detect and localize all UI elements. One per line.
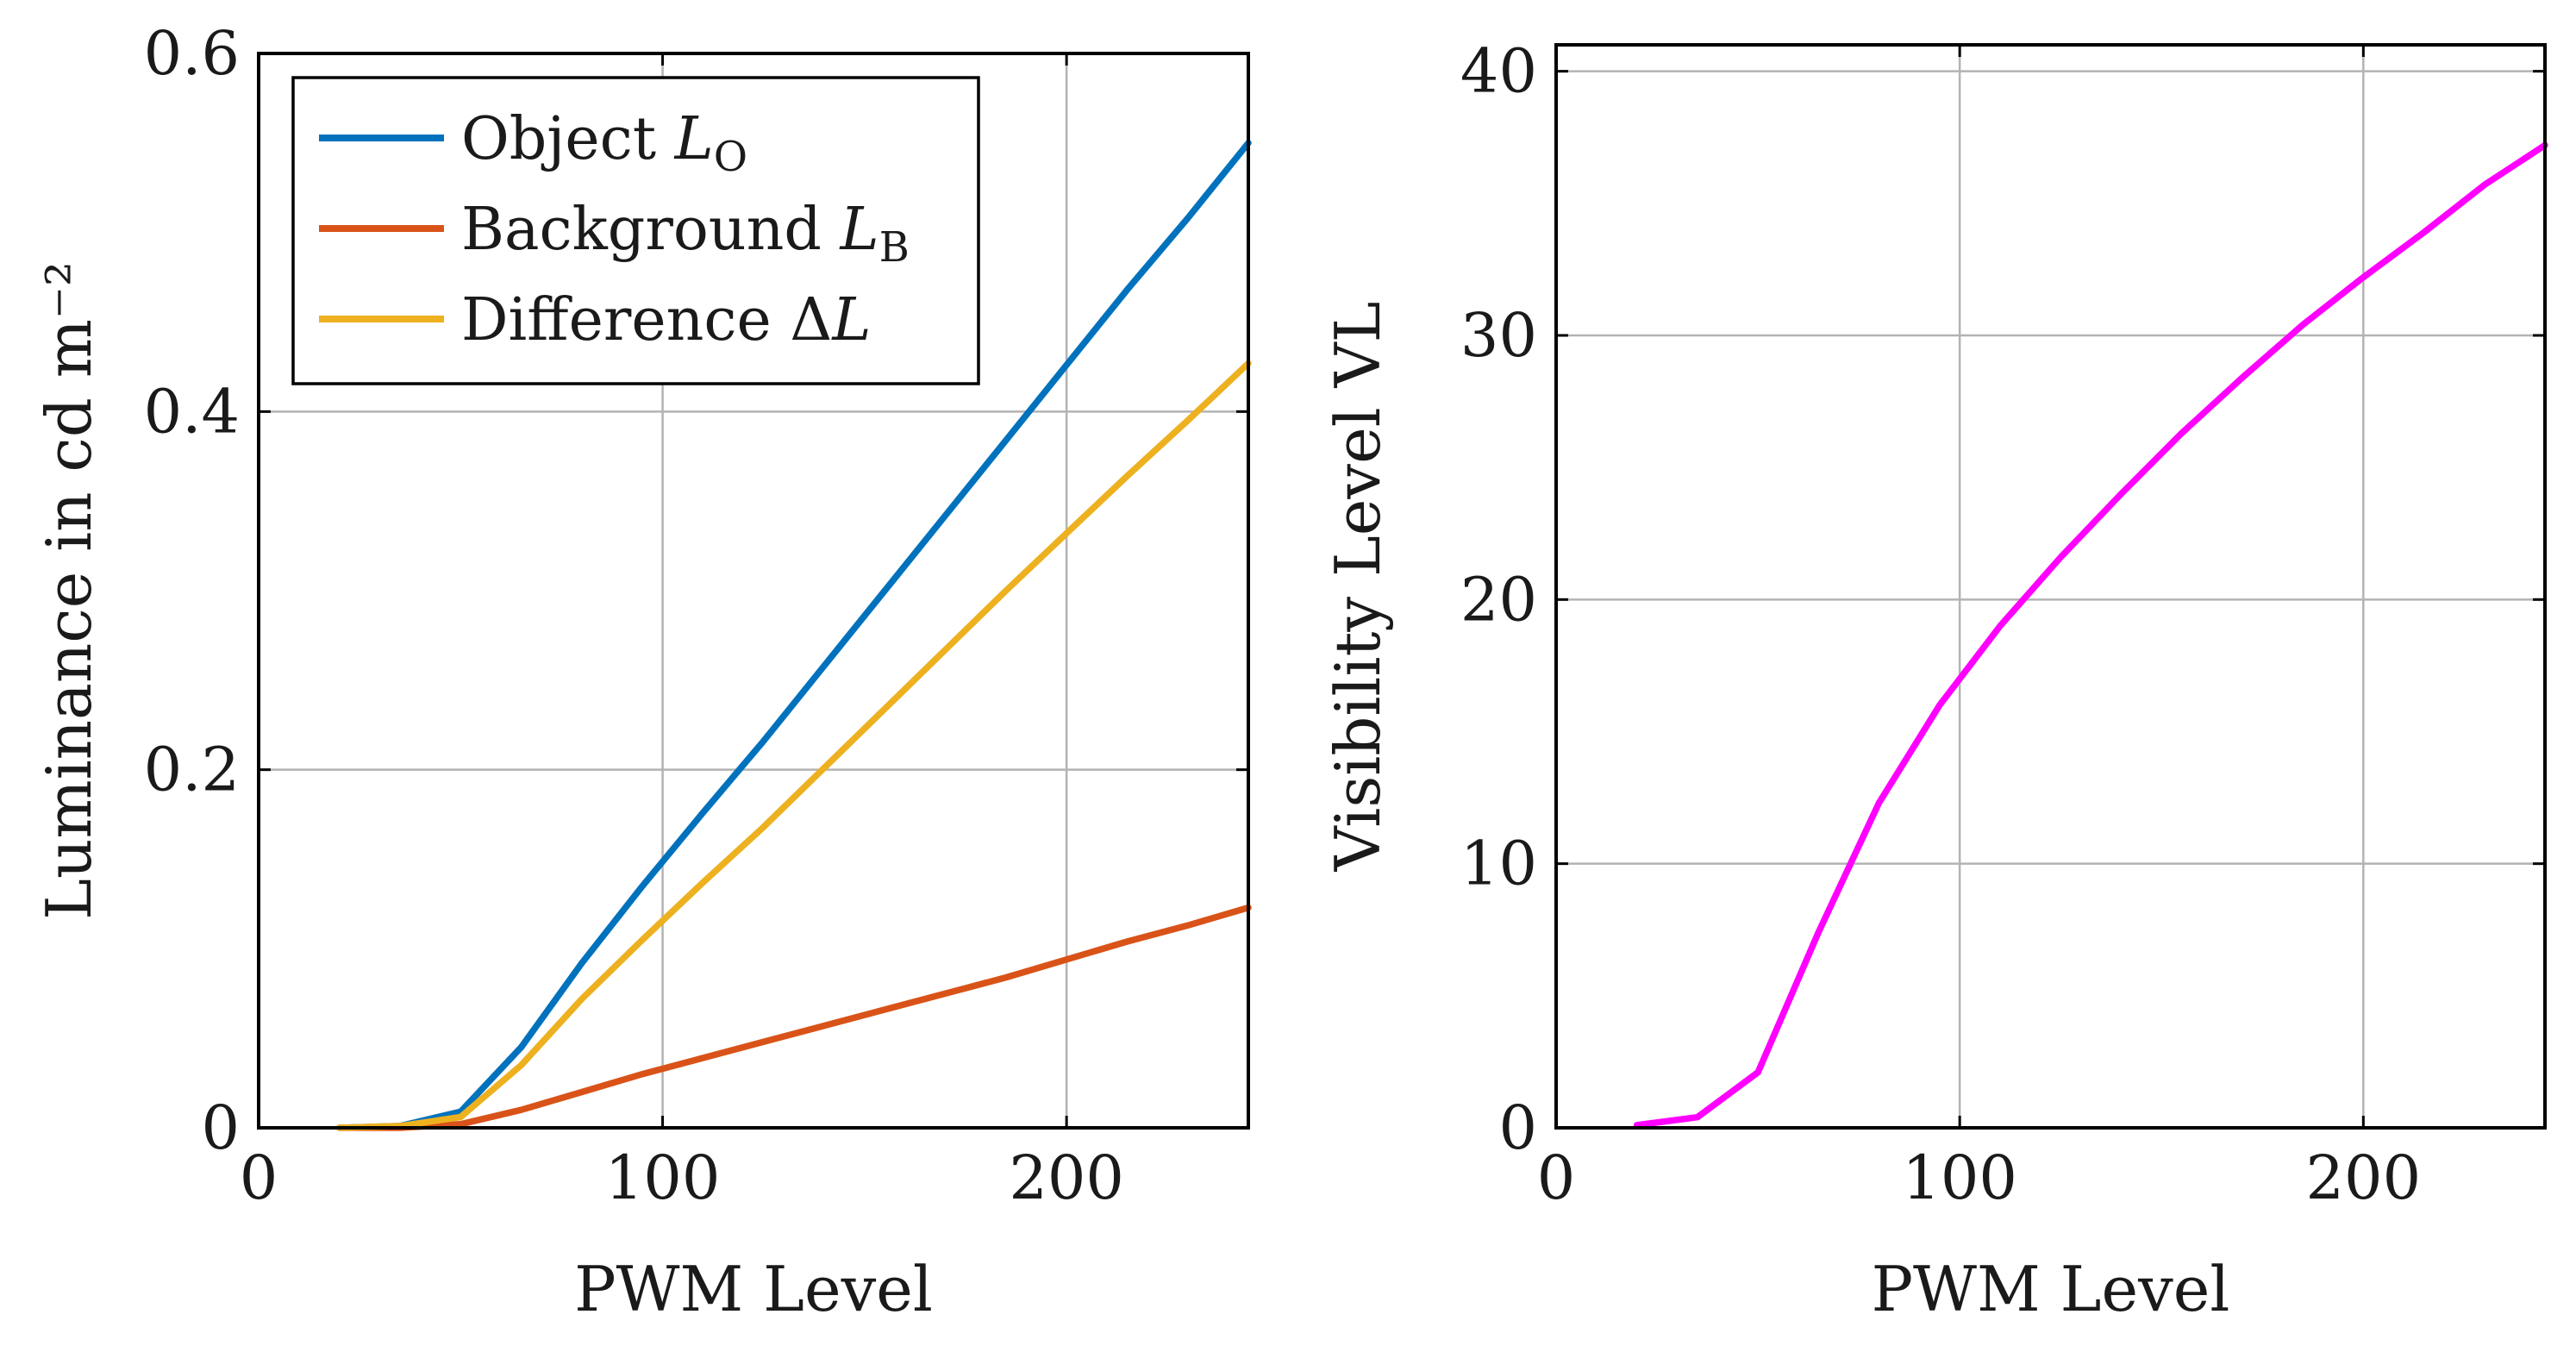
luminance-plot-frame — [257, 52, 1250, 1130]
visibility-y-tick-label: 0 — [1498, 1092, 1537, 1163]
luminance-series — [335, 140, 1252, 1131]
visibility-y-tick-label: 40 — [1460, 36, 1537, 107]
visibility-x-tick-label: 0 — [1537, 1142, 1576, 1213]
legend-label: Background LB — [461, 196, 910, 272]
visibility-series-line — [1633, 141, 2548, 1129]
visibility-y-tick-label: 10 — [1460, 829, 1537, 899]
luminance-x-tick-label: 200 — [1009, 1142, 1124, 1213]
visibility-y-axis-label: Visibility Level VL — [1322, 302, 1394, 873]
legend-label: Object LO — [461, 105, 747, 181]
luminance-x-tick-label: 100 — [605, 1142, 721, 1213]
luminance-x-axis-label: PWM Level — [574, 1253, 933, 1325]
luminance-y-tick-label: 0.4 — [144, 376, 240, 447]
luminance-y-tick-label: 0.2 — [144, 735, 240, 805]
luminance-ticks: 0 100 200 0 0.2 0.4 0.6 — [144, 18, 1248, 1213]
luminance-y-axis-label: Luminance in cd m⁻² — [33, 261, 105, 920]
legend: Object LO Background LB Difference ΔL — [291, 76, 980, 385]
visibility-grid — [1556, 45, 2545, 1128]
visibility-y-tick-label: 30 — [1460, 300, 1537, 371]
luminance-series-line — [335, 360, 1252, 1131]
visibility-series — [1633, 141, 2548, 1129]
visibility-y-tick-label: 20 — [1460, 564, 1537, 635]
luminance-series-line — [335, 904, 1252, 1131]
luminance-y-tick-label: 0.6 — [144, 18, 240, 89]
legend-label: Difference ΔL — [461, 286, 872, 354]
visibility-x-tick-label: 200 — [2306, 1142, 2422, 1213]
visibility-chart: 0 100 200 0 10 20 30 40 PWM Level Visibility Le… — [1322, 36, 2548, 1325]
visibility-ticks: 0 100 200 0 10 20 30 40 — [1460, 36, 2545, 1213]
luminance-chart: 0 100 200 0 0.2 0.4 0.6 PWM Level Luminance in… — [33, 18, 1252, 1325]
visibility-x-axis-label: PWM Level — [1872, 1253, 2230, 1325]
visibility-plot-frame — [1554, 43, 2547, 1130]
luminance-x-tick-label: 0 — [240, 1142, 278, 1213]
luminance-series-line — [335, 140, 1252, 1131]
luminance-y-tick-label: 0 — [201, 1092, 240, 1163]
visibility-x-tick-label: 100 — [1902, 1142, 2017, 1213]
